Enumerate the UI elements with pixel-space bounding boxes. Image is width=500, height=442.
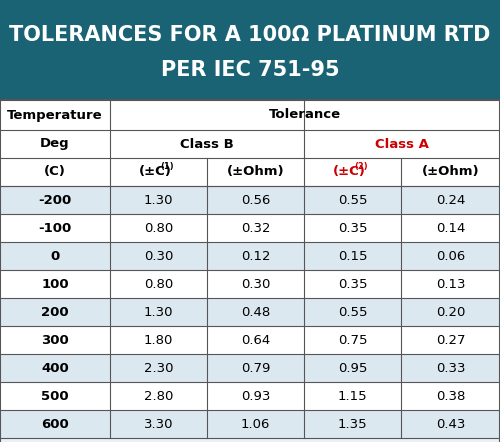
Text: 0: 0 [50, 249, 59, 263]
Text: 0.43: 0.43 [436, 418, 465, 431]
Text: 200: 200 [41, 305, 69, 319]
Bar [0, 410, 500, 438]
Text: Class A: Class A [375, 137, 429, 150]
Text: 1.80: 1.80 [144, 334, 173, 347]
Text: 0.55: 0.55 [338, 194, 367, 206]
Bar [0, 214, 500, 242]
Text: 0.24: 0.24 [436, 194, 465, 206]
Text: (C): (C) [44, 165, 66, 179]
Text: 0.95: 0.95 [338, 362, 367, 374]
Text: 0.80: 0.80 [144, 278, 173, 290]
Text: 0.38: 0.38 [436, 389, 465, 403]
Text: -200: -200 [38, 194, 72, 206]
Text: 0.13: 0.13 [436, 278, 465, 290]
Text: TOLERANCES FOR A 100Ω PLATINUM RTD: TOLERANCES FOR A 100Ω PLATINUM RTD [10, 25, 490, 45]
Text: 1.06: 1.06 [241, 418, 270, 431]
Bar [0, 382, 500, 410]
Text: 0.32: 0.32 [241, 221, 270, 235]
Text: 0.56: 0.56 [241, 194, 270, 206]
Text: 1.35: 1.35 [338, 418, 368, 431]
Text: 0.12: 0.12 [241, 249, 270, 263]
Bar [0, 0, 500, 100]
Text: 0.80: 0.80 [144, 221, 173, 235]
Text: Class B: Class B [180, 137, 234, 150]
Bar [0, 438, 500, 442]
Text: 0.06: 0.06 [436, 249, 465, 263]
Bar [0, 270, 500, 298]
Text: Deg: Deg [40, 137, 70, 150]
Text: Tolerance: Tolerance [269, 108, 341, 122]
Bar [0, 242, 500, 270]
Text: 0.79: 0.79 [241, 362, 270, 374]
Text: (±Ohm): (±Ohm) [422, 165, 480, 179]
Text: 1.15: 1.15 [338, 389, 368, 403]
Text: 0.20: 0.20 [436, 305, 465, 319]
Text: 400: 400 [41, 362, 69, 374]
Text: 3.30: 3.30 [144, 418, 174, 431]
Text: 2.30: 2.30 [144, 362, 174, 374]
Text: 600: 600 [41, 418, 69, 431]
Text: 0.48: 0.48 [241, 305, 270, 319]
Text: -100: -100 [38, 221, 72, 235]
Text: 0.75: 0.75 [338, 334, 367, 347]
Text: 0.30: 0.30 [241, 278, 270, 290]
Text: (±C): (±C) [139, 165, 172, 179]
Text: 0.14: 0.14 [436, 221, 465, 235]
Text: 1.30: 1.30 [144, 305, 174, 319]
Bar [0, 100, 500, 186]
Bar [0, 298, 500, 326]
Text: PER IEC 751-95: PER IEC 751-95 [160, 60, 340, 80]
Text: 0.15: 0.15 [338, 249, 367, 263]
Text: (±Ohm): (±Ohm) [226, 165, 284, 179]
Bar [0, 326, 500, 354]
Text: 300: 300 [41, 334, 69, 347]
Text: 0.35: 0.35 [338, 278, 367, 290]
Text: 500: 500 [41, 389, 69, 403]
Text: (2): (2) [354, 163, 368, 171]
Text: 0.30: 0.30 [144, 249, 173, 263]
Text: (±C): (±C) [333, 165, 366, 179]
Text: 0.55: 0.55 [338, 305, 367, 319]
Text: 0.64: 0.64 [241, 334, 270, 347]
Text: 2.80: 2.80 [144, 389, 173, 403]
Text: (1): (1) [160, 163, 174, 171]
Bar [0, 186, 500, 214]
Text: 1.30: 1.30 [144, 194, 174, 206]
Text: 0.27: 0.27 [436, 334, 465, 347]
Bar [0, 354, 500, 382]
Text: Temperature: Temperature [7, 108, 103, 122]
Text: 100: 100 [41, 278, 69, 290]
Text: 0.93: 0.93 [241, 389, 270, 403]
Text: 0.35: 0.35 [338, 221, 367, 235]
Text: 0.33: 0.33 [436, 362, 465, 374]
